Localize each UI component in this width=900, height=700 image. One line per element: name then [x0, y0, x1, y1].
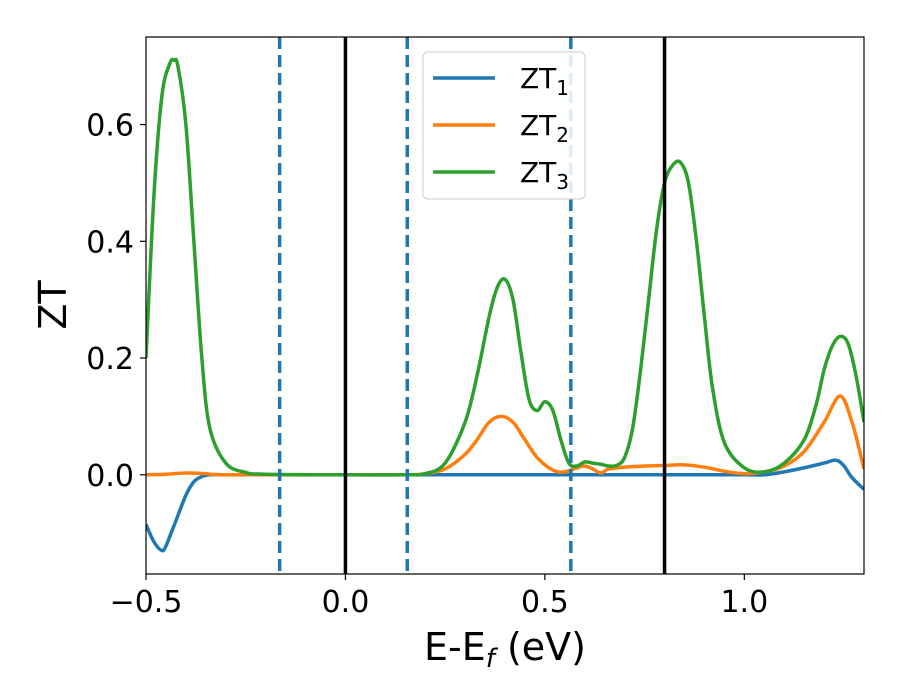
series-line-zt3: [146, 57, 864, 477]
y-tick-label: 0.4: [86, 225, 134, 260]
y-tick-label: 0.6: [86, 109, 134, 144]
series-line-zt2: [146, 394, 864, 477]
legend-label-zt1: ZT1: [520, 62, 569, 100]
x-axis-label: E-Ef (eV): [424, 625, 586, 674]
y-axis-label: ZT: [31, 280, 75, 330]
legend: ZT1 ZT2 ZT3: [422, 51, 586, 200]
x-tick-label: 1.0: [720, 585, 768, 620]
y-tick-label: 0.2: [86, 342, 134, 377]
plot-area: [146, 37, 864, 574]
plot-frame: [145, 36, 865, 575]
y-tick-label: 0.0: [86, 459, 134, 494]
axis-ticks: −0.5 0.0 0.5 1.0 0.0 0.2 0.4 0.6: [86, 109, 768, 620]
x-tick-label: 0.5: [521, 585, 569, 620]
x-tick-label: −0.5: [110, 585, 183, 620]
legend-label-zt3: ZT3: [520, 156, 569, 194]
x-tick-label: 0.0: [322, 585, 370, 620]
legend-box: [422, 51, 586, 200]
legend-label-zt2: ZT2: [520, 109, 569, 147]
plot-content: [146, 37, 864, 574]
